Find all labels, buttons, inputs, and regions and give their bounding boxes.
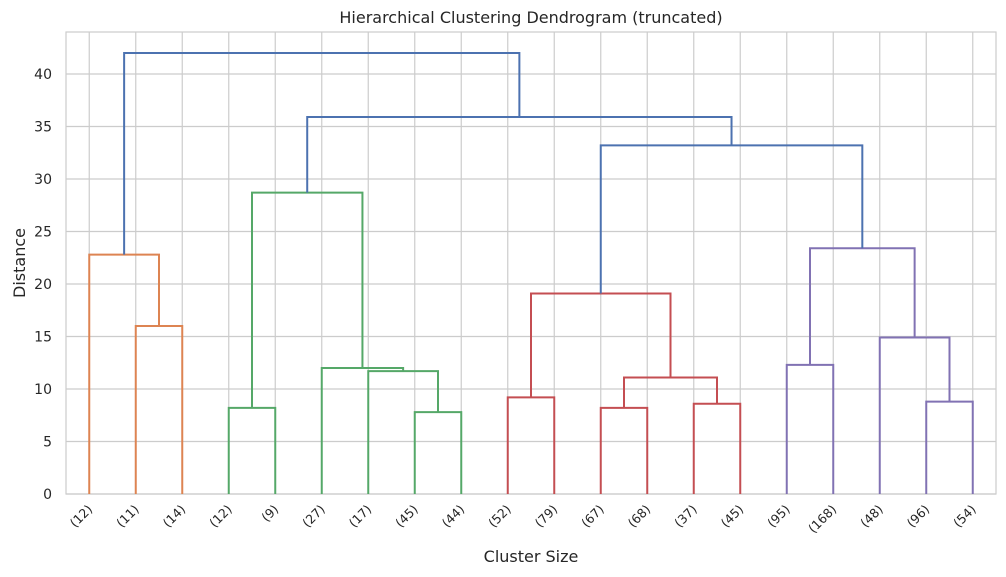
y-tick-label: 10 [34,382,52,398]
chart-title: Hierarchical Clustering Dendrogram (trun… [339,8,722,27]
y-tick-label: 25 [34,225,52,241]
y-tick-label: 40 [34,67,52,83]
y-tick-label: 20 [34,277,52,293]
y-tick-label: 5 [43,435,52,451]
y-tick-label: 0 [43,487,52,503]
y-tick-label: 15 [34,330,52,346]
dendrogram-links [88,52,974,494]
x-axis-label: Cluster Size [484,547,579,566]
y-axis-label: Distance [10,228,29,298]
dendrogram-link [123,52,521,255]
y-tick-label: 30 [34,172,52,188]
y-tick-label: 35 [34,120,52,136]
plot-frame [65,31,997,495]
y-axis-ticks: 0 5 10 15 20 25 30 35 40 [34,67,52,503]
